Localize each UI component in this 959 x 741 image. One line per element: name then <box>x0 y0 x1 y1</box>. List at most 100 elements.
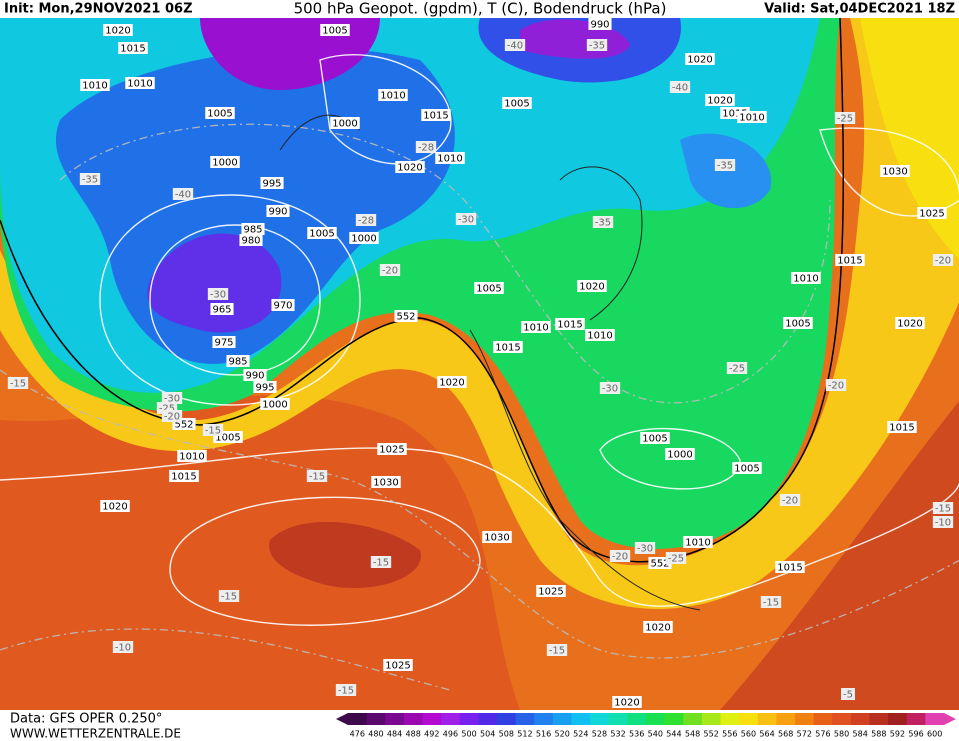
colorbar-label: 580 <box>834 730 849 739</box>
temperature-label: -25 <box>837 114 853 125</box>
isobar-label: 1000 <box>332 119 357 130</box>
label-box <box>103 24 133 36</box>
temperature-label: -30 <box>210 290 226 301</box>
label-box <box>895 317 925 329</box>
label-box <box>169 470 199 482</box>
label-box <box>394 310 418 322</box>
colorbar-swatch <box>813 713 833 725</box>
label-box <box>726 362 748 374</box>
temperature-label: -20 <box>612 552 628 563</box>
label-box <box>330 117 360 129</box>
isobar-label: 985 <box>243 225 262 236</box>
isobar-label: 1000 <box>212 158 237 169</box>
isobar <box>599 428 741 490</box>
isobar-label: 1015 <box>557 320 582 331</box>
colorbar-label: 600 <box>927 730 942 739</box>
temperature-label: -25 <box>668 554 684 565</box>
temperature-label: -35 <box>589 41 605 52</box>
colorbar-swatch <box>422 713 442 725</box>
colorbar-label: 532 <box>610 730 625 739</box>
label-box <box>685 53 715 65</box>
valid-time: Valid: Sat,04DEC2021 18Z <box>764 2 955 17</box>
temperature-label: -35 <box>82 175 98 186</box>
colorbar-swatch <box>627 713 647 725</box>
temperature-label: -30 <box>458 215 474 226</box>
isobar-label: 1010 <box>685 538 710 549</box>
label-box <box>643 621 673 633</box>
colorbar-swatch <box>850 713 870 725</box>
label-box <box>835 254 865 266</box>
label-box <box>260 177 284 189</box>
colorbar-label: 544 <box>666 730 681 739</box>
colorbar-label: 476 <box>350 730 365 739</box>
isobar <box>819 127 959 217</box>
label-box <box>112 641 134 653</box>
label-box <box>474 282 504 294</box>
label-box <box>841 688 855 700</box>
field <box>269 521 421 589</box>
isobar-label: 1015 <box>722 109 747 120</box>
label-box <box>335 684 357 696</box>
label-box <box>371 476 401 488</box>
colorbar-swatch <box>571 713 591 725</box>
temperature-label: -30 <box>637 544 653 555</box>
colorbar-label: 596 <box>908 730 923 739</box>
label-box <box>521 321 551 333</box>
label-box <box>271 299 295 311</box>
colorbar-label: 560 <box>741 730 756 739</box>
temperature-label: -20 <box>164 412 180 423</box>
isobar-label: 1015 <box>423 111 448 122</box>
label-box <box>378 89 408 101</box>
label-box <box>455 213 477 225</box>
isobar <box>149 224 321 376</box>
label-box <box>260 398 290 410</box>
temperature-label: -20 <box>382 266 398 277</box>
colorbar-swatch <box>590 713 610 725</box>
isobar-label: 1020 <box>687 55 712 66</box>
label-box <box>7 377 29 389</box>
label-box <box>887 421 917 433</box>
colorbar-label: 564 <box>759 730 774 739</box>
colorbar-swatch <box>366 713 386 725</box>
colorbar-swatch <box>795 713 815 725</box>
isobar-label: 1000 <box>262 400 287 411</box>
isobar-label: 1015 <box>171 472 196 483</box>
init-time: Init: Mon,29NOV2021 06Z <box>4 2 193 17</box>
label-box <box>383 659 413 671</box>
isobar-label: 990 <box>268 207 287 218</box>
isobar-label: 1020 <box>614 698 639 709</box>
isobar-label: 1015 <box>495 343 520 354</box>
colorbar-label: 536 <box>629 730 644 739</box>
label-box <box>80 79 110 91</box>
temperature-label: -35 <box>595 218 611 229</box>
isotherm <box>0 369 959 659</box>
temperature-label: -15 <box>221 592 237 603</box>
isobar-label: 1005 <box>476 284 501 295</box>
colorbar-label: 496 <box>443 730 458 739</box>
label-box <box>555 318 585 330</box>
isobar-label: 1025 <box>385 661 410 672</box>
colorbar-swatch <box>459 713 479 725</box>
isobar-label: 990 <box>590 20 609 31</box>
label-box <box>599 382 621 394</box>
label-box <box>588 18 612 30</box>
data-source: Data: GFS OPER 0.250° <box>10 712 162 727</box>
label-box <box>482 531 512 543</box>
temperature-label: -28 <box>418 143 434 154</box>
label-box <box>377 443 407 455</box>
label-box <box>783 317 813 329</box>
isobar-label: 1025 <box>379 445 404 456</box>
isobar-label: 1005 <box>734 464 759 475</box>
label-box <box>161 410 183 422</box>
colorbar-arrow-right <box>944 713 956 725</box>
label-box <box>612 696 642 708</box>
label-box <box>100 500 130 512</box>
colorbar-label: 480 <box>368 730 383 739</box>
isobar-label: 1010 <box>127 79 152 90</box>
colorbar-label: 540 <box>648 730 663 739</box>
colorbar: 476 480 484 488 492 496 500 504 508 512 516 520 524 5… <box>336 713 956 739</box>
label-box <box>79 173 101 185</box>
colorbar-label: 516 <box>536 730 551 739</box>
label-box <box>760 596 782 608</box>
